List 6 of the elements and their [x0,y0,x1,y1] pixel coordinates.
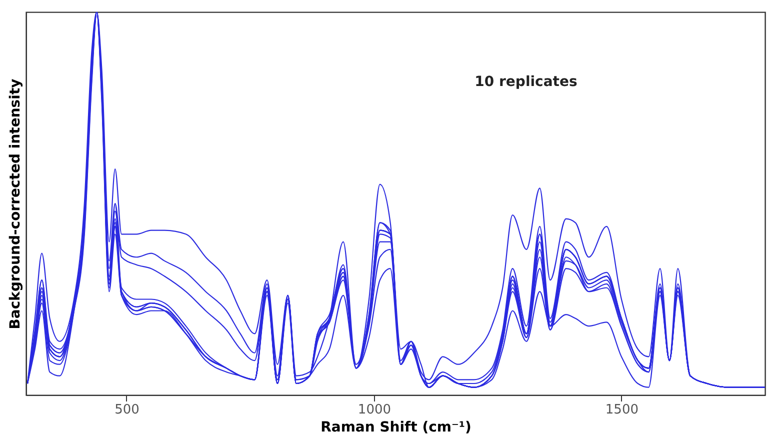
x-axis-title: Raman Shift (cm⁻¹) [320,420,472,436]
y-axis-title: Background-corrected intensity [8,78,24,330]
annotation: 10 replicates [474,74,578,90]
x-tick-label: 1500 [605,402,639,418]
x-tick-label: 500 [114,402,140,418]
x-tick-label: 1000 [358,402,392,418]
